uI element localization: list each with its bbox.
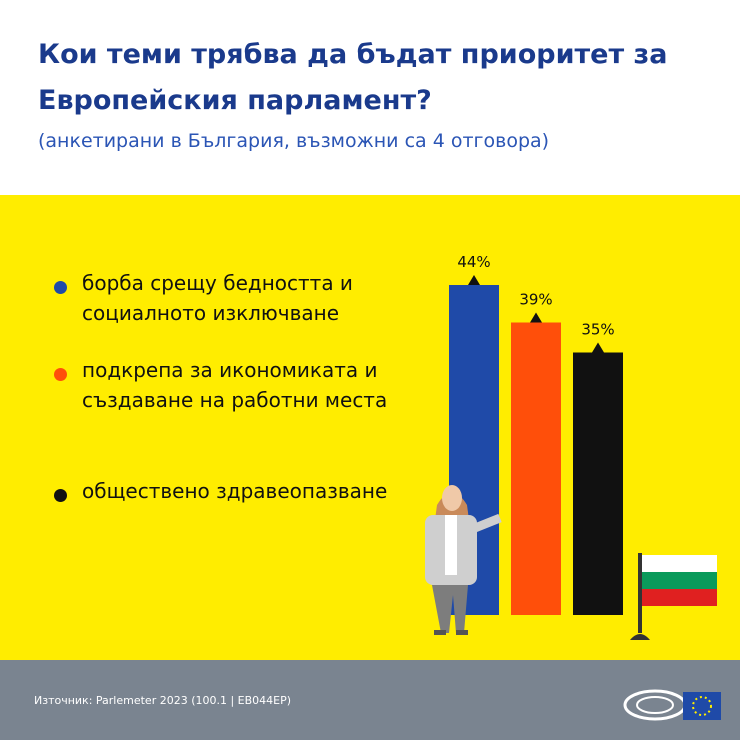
bar [573,352,623,615]
bar [511,322,561,615]
legend-bullet [54,489,67,502]
presenter [425,485,502,635]
value-label: 39% [519,291,552,309]
footer [0,660,740,740]
source: Източник: Parlemeter 2023 (100.1 | EB044… [34,694,292,707]
subtitle: (анкетирани в България, възможни са 4 от… [38,130,550,152]
bar-marker [468,275,480,285]
bar-marker [592,342,604,353]
legend-bullet [54,281,67,294]
title: Кои теми трябва да бъдат приоритет за Ев… [38,39,668,116]
legend-label: борба срещу бедността и социалното изклю… [82,271,353,325]
legend-label: обществено здравеопазване [82,479,388,503]
value-label: 44% [457,253,490,271]
legend-bullet [54,368,67,381]
value-label: 35% [581,321,614,339]
bar-marker [530,312,542,323]
legend-label: подкрепа за икономиката и създаване на р… [82,358,388,412]
flag [630,553,717,640]
ep-logo [623,689,721,721]
